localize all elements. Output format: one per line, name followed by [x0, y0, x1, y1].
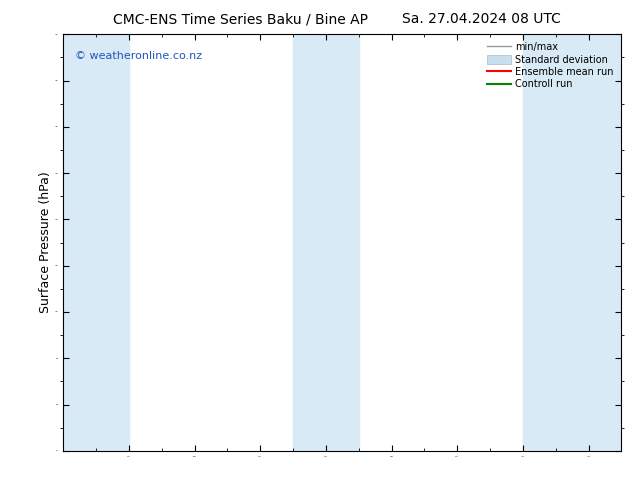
Text: © weatheronline.co.nz: © weatheronline.co.nz — [75, 51, 202, 61]
Bar — [588, 34, 621, 451]
Bar — [63, 34, 129, 451]
Bar — [293, 34, 359, 451]
Y-axis label: Surface Pressure (hPa): Surface Pressure (hPa) — [39, 172, 52, 314]
Bar — [523, 34, 588, 451]
Text: Sa. 27.04.2024 08 UTC: Sa. 27.04.2024 08 UTC — [403, 12, 561, 26]
Text: CMC-ENS Time Series Baku / Bine AP: CMC-ENS Time Series Baku / Bine AP — [113, 12, 368, 26]
Legend: min/max, Standard deviation, Ensemble mean run, Controll run: min/max, Standard deviation, Ensemble me… — [484, 39, 616, 92]
